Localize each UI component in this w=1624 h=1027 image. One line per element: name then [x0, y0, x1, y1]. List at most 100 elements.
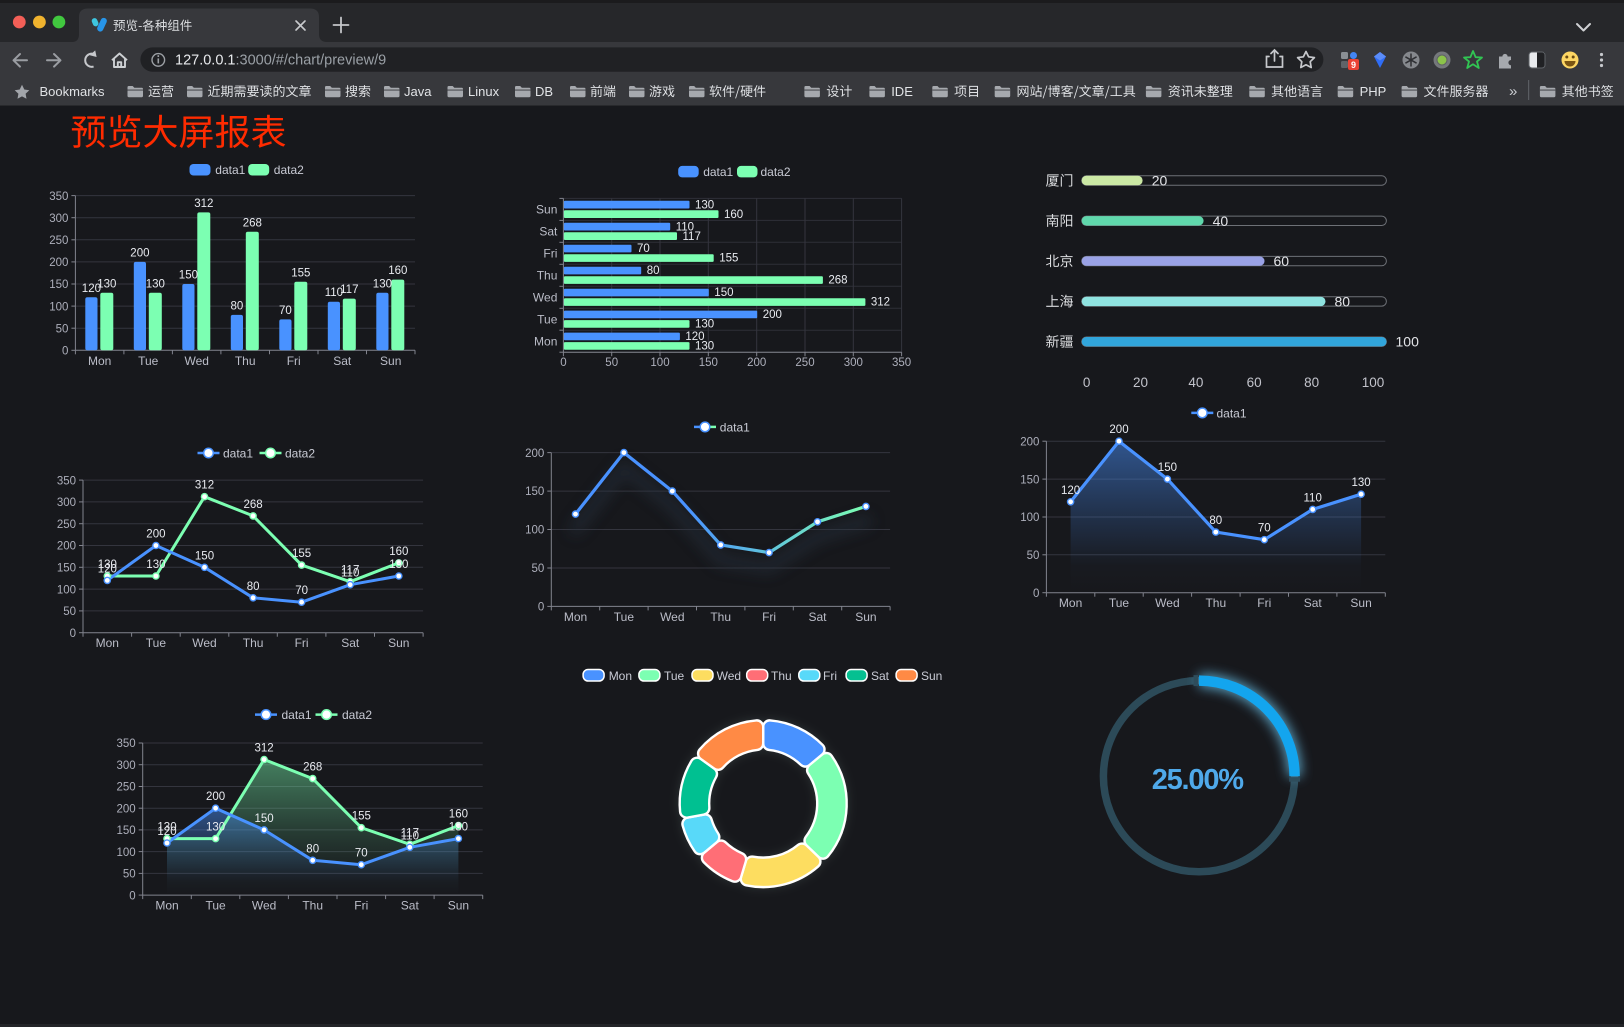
svg-text:Wed: Wed	[717, 669, 741, 683]
svg-text:Thu: Thu	[537, 269, 558, 283]
svg-text:150: 150	[714, 287, 733, 299]
svg-text:80: 80	[247, 581, 260, 593]
svg-text:70: 70	[637, 243, 650, 255]
svg-text:312: 312	[195, 480, 214, 492]
svg-text:0: 0	[538, 602, 544, 614]
svg-text:PHP: PHP	[1360, 84, 1387, 99]
svg-text:200: 200	[146, 529, 165, 541]
svg-text:70: 70	[355, 848, 368, 860]
svg-text:Thu: Thu	[710, 610, 731, 624]
svg-text:70: 70	[295, 585, 308, 597]
svg-text:»: »	[1509, 83, 1517, 100]
svg-text:100: 100	[49, 301, 68, 313]
svg-text:200: 200	[57, 541, 76, 553]
svg-text:160: 160	[724, 209, 743, 221]
svg-text:Fri: Fri	[354, 899, 368, 913]
svg-text:DB: DB	[535, 84, 553, 99]
svg-text:Sun: Sun	[921, 669, 942, 683]
svg-text:Thu: Thu	[235, 354, 256, 368]
svg-text:0: 0	[129, 890, 135, 902]
svg-text:312: 312	[255, 743, 274, 755]
svg-text:Sun: Sun	[855, 610, 876, 624]
svg-text:155: 155	[352, 811, 371, 823]
svg-text:200: 200	[206, 791, 225, 803]
svg-text:Tue: Tue	[537, 312, 558, 326]
svg-text:Wed: Wed	[660, 610, 684, 624]
svg-text:Sat: Sat	[871, 669, 890, 683]
svg-text:120: 120	[82, 283, 101, 295]
svg-text:268: 268	[243, 217, 262, 229]
svg-text:60: 60	[1274, 253, 1290, 269]
svg-text:200: 200	[747, 357, 766, 369]
svg-text:300: 300	[117, 760, 136, 772]
svg-text:268: 268	[828, 275, 847, 287]
svg-text:Sun: Sun	[536, 203, 557, 217]
svg-text:80: 80	[1304, 375, 1319, 390]
svg-text:25.00%: 25.00%	[1152, 764, 1245, 796]
svg-text:Sat: Sat	[341, 636, 360, 650]
svg-text:130: 130	[157, 822, 176, 834]
svg-text:Wed: Wed	[252, 899, 276, 913]
svg-text:110: 110	[341, 568, 359, 580]
svg-text:Sun: Sun	[388, 636, 409, 650]
svg-text:Mon: Mon	[155, 899, 178, 913]
svg-text:160: 160	[449, 809, 468, 821]
svg-text:Mon: Mon	[564, 610, 587, 624]
svg-text:data1: data1	[720, 420, 750, 434]
svg-text:150: 150	[1020, 474, 1039, 486]
svg-text:100: 100	[1020, 512, 1039, 524]
svg-text:80: 80	[306, 843, 319, 855]
svg-text:110: 110	[1304, 492, 1322, 504]
svg-text:150: 150	[699, 357, 718, 369]
svg-text:350: 350	[49, 191, 68, 203]
svg-text:150: 150	[49, 279, 68, 291]
svg-text:50: 50	[56, 323, 69, 335]
svg-text:Mon: Mon	[534, 334, 557, 348]
svg-text:150: 150	[255, 813, 274, 825]
svg-text:Fri: Fri	[1257, 596, 1271, 610]
svg-text:50: 50	[605, 357, 618, 369]
svg-text:50: 50	[1027, 550, 1040, 562]
svg-text:Tue: Tue	[664, 669, 685, 683]
svg-text:130: 130	[695, 199, 714, 211]
svg-text:Sat: Sat	[401, 899, 420, 913]
svg-text:300: 300	[844, 357, 863, 369]
svg-text:0: 0	[1033, 588, 1039, 600]
svg-text:200: 200	[525, 448, 544, 460]
svg-text:70: 70	[279, 305, 292, 317]
svg-text:Wed: Wed	[184, 354, 208, 368]
svg-text:250: 250	[795, 357, 814, 369]
svg-text:160: 160	[388, 265, 407, 277]
svg-text:120: 120	[98, 563, 117, 575]
svg-text:20: 20	[1133, 375, 1148, 390]
svg-text:130: 130	[1352, 477, 1371, 489]
svg-text:20: 20	[1152, 173, 1168, 189]
svg-text:IDE: IDE	[891, 84, 913, 99]
svg-text:117: 117	[401, 827, 419, 839]
svg-text:data2: data2	[285, 446, 315, 460]
svg-text:130: 130	[146, 559, 165, 571]
svg-text:50: 50	[63, 606, 76, 618]
svg-text:130: 130	[146, 278, 165, 290]
svg-text:130: 130	[695, 319, 714, 331]
svg-text:250: 250	[117, 782, 136, 794]
svg-text:data2: data2	[274, 163, 304, 177]
svg-text:350: 350	[117, 738, 136, 750]
svg-text:Fri: Fri	[295, 636, 309, 650]
svg-text:Mon: Mon	[96, 636, 119, 650]
svg-text:117: 117	[683, 231, 701, 243]
svg-text:100: 100	[1396, 334, 1420, 350]
svg-text:160: 160	[389, 546, 408, 558]
svg-text:155: 155	[719, 253, 738, 265]
svg-text:data1: data1	[282, 708, 312, 722]
svg-text:Bookmarks: Bookmarks	[40, 84, 106, 99]
svg-text:Fri: Fri	[762, 610, 776, 624]
svg-text:117: 117	[340, 284, 358, 296]
svg-text:Sun: Sun	[380, 354, 401, 368]
svg-text:Sat: Sat	[333, 354, 352, 368]
svg-text:Mon: Mon	[88, 354, 111, 368]
svg-text:Thu: Thu	[302, 899, 323, 913]
svg-text:0: 0	[560, 357, 566, 369]
svg-text:80: 80	[1335, 293, 1351, 309]
svg-text:250: 250	[49, 235, 68, 247]
